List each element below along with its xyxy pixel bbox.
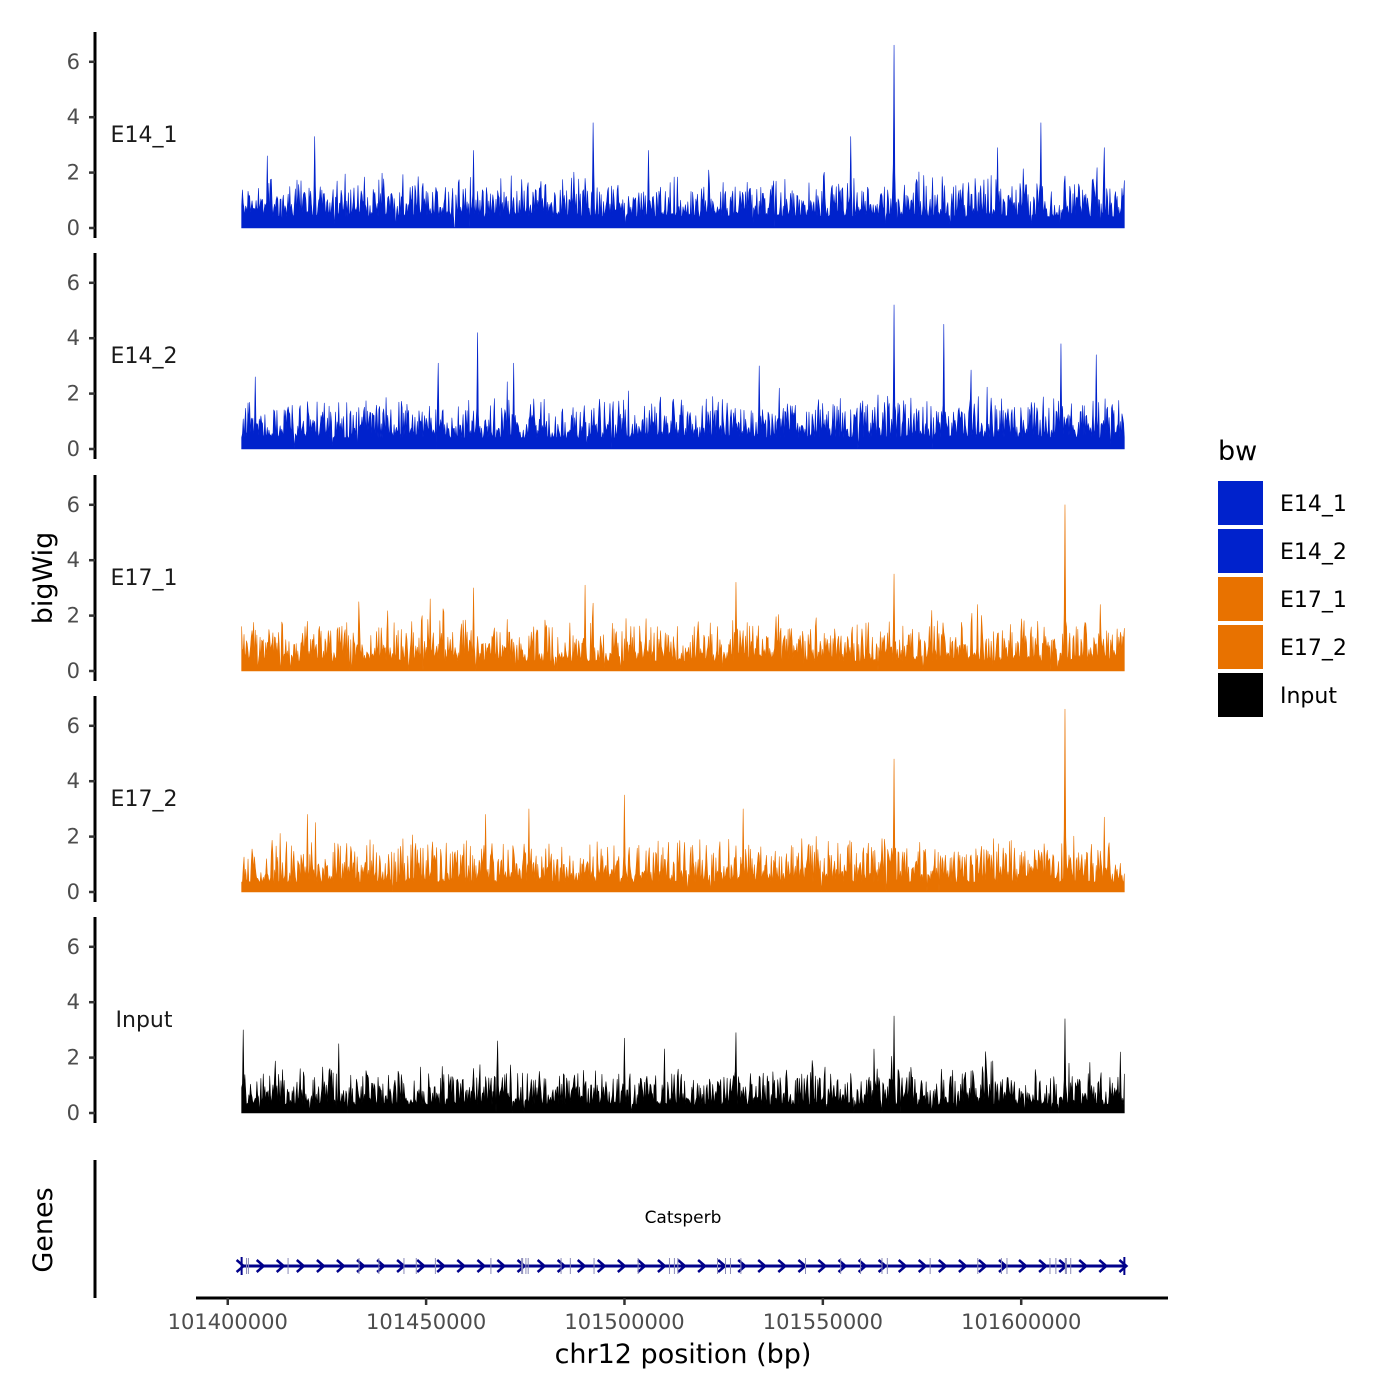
strand-arrow xyxy=(917,1259,928,1273)
strand-arrow xyxy=(637,1259,647,1273)
strand-arrow xyxy=(255,1259,266,1273)
strand-arrow xyxy=(536,1259,547,1273)
gene-track-title: Genes xyxy=(28,1187,59,1272)
legend: bw E14_1 E14_2 E17_1 E17_2 Input xyxy=(1218,436,1347,717)
y-axis-title: bigWig xyxy=(28,532,59,625)
legend-label: E17_1 xyxy=(1280,588,1347,613)
gene-Catsperb: Catsperb xyxy=(235,1208,1129,1275)
x-tick-label: 101400000 xyxy=(168,1310,288,1334)
signal-area-E14_2 xyxy=(241,304,1125,450)
panel-label: E17_2 xyxy=(111,787,178,812)
strand-arrow xyxy=(697,1259,708,1273)
x-axis-title: chr12 position (bp) xyxy=(555,1339,812,1370)
strand-arrow xyxy=(496,1259,507,1273)
strand-arrow xyxy=(877,1259,888,1273)
legend-label: Input xyxy=(1280,684,1337,709)
y-tick-label: 4 xyxy=(67,548,80,572)
strand-arrow xyxy=(757,1259,768,1273)
strand-arrow xyxy=(275,1259,286,1273)
strand-arrow xyxy=(937,1259,948,1273)
strand-arrow xyxy=(376,1259,387,1273)
strand-arrow xyxy=(1018,1259,1028,1273)
panel-label: E14_1 xyxy=(111,123,178,148)
legend-title: bw xyxy=(1218,436,1257,467)
y-tick-label: 4 xyxy=(67,990,80,1014)
y-tick-label: 2 xyxy=(67,1046,80,1070)
panel-E17_1: 0 2 4 6 E17_1 xyxy=(67,475,1125,683)
gene-label: Catsperb xyxy=(645,1208,722,1228)
x-tick-label: 101600000 xyxy=(961,1310,1081,1334)
strand-arrow xyxy=(456,1259,467,1273)
panel-E17_2: 0 2 4 6 E17_2 xyxy=(67,696,1125,904)
signal-area-E17_2 xyxy=(241,708,1125,893)
strand-arrow xyxy=(777,1259,788,1273)
strand-arrow xyxy=(476,1259,487,1273)
y-tick-label: 2 xyxy=(67,604,80,628)
x-tick-label: 101450000 xyxy=(366,1310,486,1334)
y-tick-label: 0 xyxy=(67,1101,80,1125)
strand-arrow xyxy=(316,1259,326,1273)
x-axis: 101400000 101450000 101500000 101550000 1016… xyxy=(168,1296,1168,1334)
legend-swatch-E17_2 xyxy=(1218,625,1263,669)
signal-area-E14_1 xyxy=(241,44,1125,229)
y-tick-label: 0 xyxy=(67,437,80,461)
y-tick-label: 6 xyxy=(67,935,80,959)
y-tick-label: 6 xyxy=(67,50,80,74)
strand-arrow xyxy=(235,1259,246,1273)
strand-arrow xyxy=(596,1259,607,1273)
y-tick-label: 2 xyxy=(67,825,80,849)
signal-area-E17_1 xyxy=(241,504,1125,672)
y-tick-label: 4 xyxy=(67,326,80,350)
legend-label: E14_2 xyxy=(1280,540,1347,565)
y-tick-label: 4 xyxy=(67,769,80,793)
strand-arrow xyxy=(416,1259,427,1273)
strand-arrow xyxy=(1098,1259,1109,1273)
strand-arrow xyxy=(336,1259,346,1273)
strand-arrow xyxy=(817,1259,828,1273)
panel-E14_2: 0 2 4 6 E14_2 xyxy=(67,253,1125,461)
x-tick-label: 101550000 xyxy=(763,1310,883,1334)
strand-arrow xyxy=(616,1259,627,1273)
strand-arrow xyxy=(1038,1259,1049,1273)
legend-swatch-E14_1 xyxy=(1218,481,1263,525)
y-tick-label: 2 xyxy=(67,161,80,185)
panel-label: E17_1 xyxy=(111,566,178,591)
y-tick-label: 6 xyxy=(67,493,80,517)
y-tick-label: 2 xyxy=(67,382,80,406)
panel-label: Input xyxy=(116,1008,173,1033)
strand-arrow xyxy=(516,1259,527,1273)
panel-E14_1: 0 2 4 6 E14_1 xyxy=(67,32,1125,240)
signal-area-Input xyxy=(241,1015,1125,1114)
strand-arrow xyxy=(295,1259,306,1273)
signal-panels: 0 2 4 6 E14_1 0 2 4 6 E14_2 0 2 4 6 E17_1 0 2 4 6 E17_2 0 2 4 6… xyxy=(67,32,1125,1125)
y-tick-label: 0 xyxy=(67,659,80,683)
strand-arrow xyxy=(576,1259,587,1273)
strand-arrow xyxy=(978,1259,988,1273)
legend-label: E14_1 xyxy=(1280,492,1347,517)
strand-arrow xyxy=(657,1259,667,1273)
legend-swatch-Input xyxy=(1218,673,1263,717)
strand-arrow xyxy=(958,1259,968,1273)
strand-arrow xyxy=(677,1259,687,1273)
gene-track: Catsperb xyxy=(93,1160,1129,1298)
legend-swatch-E17_1 xyxy=(1218,577,1263,621)
x-tick-label: 101500000 xyxy=(564,1310,684,1334)
legend-label: E17_2 xyxy=(1280,636,1347,661)
strand-arrow xyxy=(556,1259,567,1273)
y-tick-label: 6 xyxy=(67,271,80,295)
strand-arrow xyxy=(897,1259,908,1273)
panel-Input: 0 2 4 6 Input xyxy=(67,917,1125,1125)
y-tick-label: 6 xyxy=(67,714,80,738)
panel-label: E14_2 xyxy=(111,344,178,369)
y-tick-label: 4 xyxy=(67,105,80,129)
strand-arrow xyxy=(1078,1259,1089,1273)
y-tick-label: 0 xyxy=(67,216,80,240)
legend-swatch-E14_2 xyxy=(1218,529,1263,573)
strand-arrow xyxy=(436,1259,447,1273)
strand-arrow xyxy=(1118,1259,1129,1273)
y-tick-label: 0 xyxy=(67,880,80,904)
